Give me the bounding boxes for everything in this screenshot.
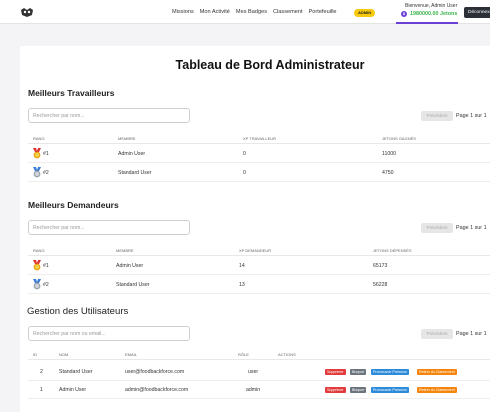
user-email: admin@foodbackforce.com [125,387,189,393]
gold-medal-icon [33,148,41,159]
table-row: #1 Admin User 0 11000 [28,145,490,163]
delete-button[interactable]: Supprimer [325,387,346,393]
nav-mes-badges[interactable]: Mes Badges [235,9,268,15]
col-rank: RANG [33,248,45,253]
requesters-page-info: Page 1 sur 1 [456,225,487,231]
remove-ranking-button[interactable]: Retirer du Classement [417,369,457,375]
promote-premium-button[interactable]: Promouvoir Premium [371,387,409,393]
xp-value: 13 [239,282,245,288]
col-xp: XP TRAVAILLEUR [243,136,277,141]
member-name: Admin User [116,263,144,269]
rank-value: #1 [43,263,49,269]
member-name: Admin User [118,151,146,157]
nav-mon-activite[interactable]: Mon Activité [199,9,230,15]
workers-search-input[interactable] [28,108,190,123]
delete-button[interactable]: Supprimer [325,369,346,375]
logout-button[interactable]: Déconnexion [464,7,490,18]
users-title: Gestion des Utilisateurs [27,306,129,317]
user-name: Admin User [59,387,87,393]
page-title: Tableau de Bord Administrateur [175,58,365,72]
users-search-input[interactable] [28,326,190,341]
user-role: user [248,369,259,375]
jetons-value: 11000 [382,151,397,157]
silver-medal-icon [33,279,41,290]
table-row: #2 Standard User 13 56228 [28,276,490,294]
user-name: Standard User [59,369,93,375]
col-name: NOM [59,352,69,357]
jetons-balance[interactable]: $ 1980000.00 Jetons [401,11,457,17]
active-indicator [396,22,458,24]
user-id: 1 [40,387,43,393]
col-rank: RANG [33,136,45,141]
gold-medal-icon [33,260,41,271]
jetons-value: 4750 [382,170,394,176]
workers-prev-button[interactable]: Précédent [421,111,453,121]
col-role: RÔLE [238,352,249,357]
remove-ranking-button[interactable]: Retirer du Classement [417,387,457,393]
member-name: Standard User [118,170,152,176]
jetons-value: 56228 [373,282,388,288]
workers-title: Meilleurs Travailleurs [28,88,115,98]
requesters-title: Meilleurs Demandeurs [28,200,119,210]
users-prev-button[interactable]: Précédent [421,329,453,339]
col-member: MEMBRE [118,136,136,141]
user-id: 2 [40,369,43,375]
requesters-search-input[interactable] [28,220,190,235]
user-email: user@foodbackforce.com [125,369,185,375]
table-row: 1 Admin User admin@foodbackforce.com adm… [28,381,490,399]
member-name: Standard User [116,282,150,288]
users-page-info: Page 1 sur 1 [456,331,487,337]
welcome-text: Bienvenue, Admin User [405,3,458,9]
rank-value: #1 [43,151,49,157]
workers-table-header: RANG MEMBRE XP TRAVAILLEUR JETONS GAGNÉS [28,132,490,144]
user-role: admin [246,387,261,393]
coin-icon: $ [401,11,407,17]
table-row: #1 Admin User 14 65173 [28,257,490,275]
xp-value: 0 [243,151,246,157]
top-navbar: Missions Mon Activité Mes Badges Classem… [0,0,490,24]
table-row: #2 Standard User 0 4750 [28,164,490,182]
requesters-prev-button[interactable]: Précédent [421,223,453,233]
xp-value: 0 [243,170,246,176]
rank-value: #2 [43,170,49,176]
main-nav: Missions Mon Activité Mes Badges Classem… [172,0,343,24]
col-email: EMAIL [125,352,138,357]
rank-value: #2 [43,282,49,288]
nav-classement[interactable]: Classement [273,9,303,15]
nav-missions[interactable]: Missions [172,9,194,15]
col-jetons: JETONS DÉPENSÉS [373,248,412,253]
col-jetons: JETONS GAGNÉS [382,136,416,141]
silver-medal-icon [33,167,41,178]
col-actions: ACTIONS [278,352,296,357]
workers-page-info: Page 1 sur 1 [456,113,487,119]
nav-portefeuille[interactable]: Portefeuille [308,9,337,15]
xp-value: 14 [239,263,245,269]
block-button[interactable]: Bloquer [350,387,367,393]
block-button[interactable]: Bloquer [350,369,367,375]
col-member: MEMBRE [116,248,134,253]
users-table-header: ID NOM EMAIL RÔLE ACTIONS [28,348,490,360]
promote-premium-button[interactable]: Promouvoir Premium [371,369,409,375]
col-id: ID [33,352,37,357]
col-xp: XP DEMANDEUR [239,248,272,253]
admin-badge: ADMIN [354,9,376,17]
requesters-table-header: RANG MEMBRE XP DEMANDEUR JETONS DÉPENSÉS [28,244,490,256]
jetons-value: 65173 [373,263,388,269]
admin-dashboard: Tableau de Bord Administrateur Meilleurs… [20,46,490,412]
jetons-amount: 1980000.00 Jetons [410,11,458,17]
table-row: 2 Standard User user@foodbackforce.com u… [28,363,490,381]
logo-icon[interactable] [20,7,34,18]
